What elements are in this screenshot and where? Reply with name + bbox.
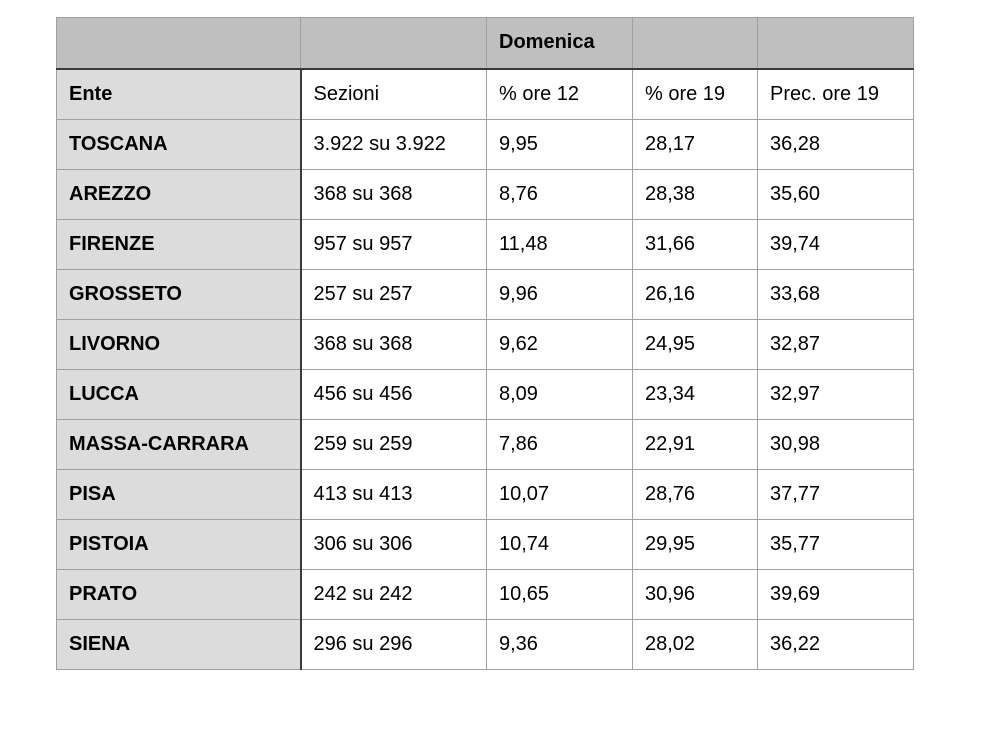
table-row: MASSA-CARRARA 259 su 259 7,86 22,91 30,98 [56, 419, 914, 470]
cell-sezioni: 368 su 368 [300, 169, 487, 220]
cell-ente: LUCCA [56, 369, 302, 420]
cell-ore19: 28,76 [632, 469, 758, 520]
cell-prec: 39,74 [757, 219, 914, 270]
cell-prec: 35,77 [757, 519, 914, 570]
table-row: SIENA 296 su 296 9,36 28,02 36,22 [56, 619, 914, 670]
cell-ente: TOSCANA [56, 119, 302, 170]
cell-ore19: 28,02 [632, 619, 758, 670]
cell-ore12: 7,86 [486, 419, 633, 470]
cell-prec: 39,69 [757, 569, 914, 620]
cell-sezioni: 368 su 368 [300, 319, 487, 370]
cell-sezioni: 306 su 306 [300, 519, 487, 570]
column-header-prec-ore19: Prec. ore 19 [757, 68, 914, 120]
cell-ente: PISTOIA [56, 519, 302, 570]
table-head: Domenica Ente Sezioni % ore 12 % ore 19 … [56, 17, 914, 120]
cell-prec: 37,77 [757, 469, 914, 520]
table-row: AREZZO 368 su 368 8,76 28,38 35,60 [56, 169, 914, 220]
table-row: PISTOIA 306 su 306 10,74 29,95 35,77 [56, 519, 914, 570]
cell-ore12: 8,09 [486, 369, 633, 420]
cell-ore19: 30,96 [632, 569, 758, 620]
cell-sezioni: 242 su 242 [300, 569, 487, 620]
cell-ente: PISA [56, 469, 302, 520]
cell-ore19: 31,66 [632, 219, 758, 270]
cell-ore19: 26,16 [632, 269, 758, 320]
cell-prec: 33,68 [757, 269, 914, 320]
column-header-ente: Ente [56, 68, 302, 120]
group-header-cell-empty-1 [56, 17, 301, 70]
cell-ente: AREZZO [56, 169, 302, 220]
cell-ore19: 23,34 [632, 369, 758, 420]
group-header-cell-empty-2 [300, 17, 487, 70]
group-header-row: Domenica [56, 17, 914, 70]
column-header-ore12: % ore 12 [486, 68, 633, 120]
cell-ore12: 8,76 [486, 169, 633, 220]
cell-prec: 35,60 [757, 169, 914, 220]
cell-prec: 32,97 [757, 369, 914, 420]
cell-prec: 30,98 [757, 419, 914, 470]
table-body: TOSCANA 3.922 su 3.922 9,95 28,17 36,28 AREZZ… [56, 119, 914, 670]
cell-ore19: 28,17 [632, 119, 758, 170]
cell-ente: SIENA [56, 619, 302, 670]
cell-ore12: 10,74 [486, 519, 633, 570]
table-row: TOSCANA 3.922 su 3.922 9,95 28,17 36,28 [56, 119, 914, 170]
cell-sezioni: 296 su 296 [300, 619, 487, 670]
cell-ore19: 28,38 [632, 169, 758, 220]
table-row: PRATO 242 su 242 10,65 30,96 39,69 [56, 569, 914, 620]
cell-sezioni: 257 su 257 [300, 269, 487, 320]
table-row: GROSSETO 257 su 257 9,96 26,16 33,68 [56, 269, 914, 320]
cell-ente: MASSA-CARRARA [56, 419, 302, 470]
cell-prec: 36,28 [757, 119, 914, 170]
table-row: PISA 413 su 413 10,07 28,76 37,77 [56, 469, 914, 520]
group-header-domenica-label: Domenica [486, 17, 633, 70]
cell-ore19: 24,95 [632, 319, 758, 370]
turnout-table: Domenica Ente Sezioni % ore 12 % ore 19 … [56, 17, 914, 670]
cell-sezioni: 456 su 456 [300, 369, 487, 420]
cell-ente: GROSSETO [56, 269, 302, 320]
cell-sezioni: 3.922 su 3.922 [300, 119, 487, 170]
group-header-cell-empty-3 [632, 17, 758, 70]
cell-ore12: 10,65 [486, 569, 633, 620]
column-header-ore19: % ore 19 [632, 68, 758, 120]
table-row: LIVORNO 368 su 368 9,62 24,95 32,87 [56, 319, 914, 370]
cell-prec: 36,22 [757, 619, 914, 670]
column-header-row: Ente Sezioni % ore 12 % ore 19 Prec. ore… [56, 68, 914, 120]
cell-ore12: 9,96 [486, 269, 633, 320]
group-header-cell-empty-4 [757, 17, 914, 70]
cell-ore12: 10,07 [486, 469, 633, 520]
table-row: FIRENZE 957 su 957 11,48 31,66 39,74 [56, 219, 914, 270]
cell-ore19: 22,91 [632, 419, 758, 470]
cell-ore12: 9,95 [486, 119, 633, 170]
cell-ente: FIRENZE [56, 219, 302, 270]
cell-ore19: 29,95 [632, 519, 758, 570]
cell-ore12: 11,48 [486, 219, 633, 270]
cell-ente: LIVORNO [56, 319, 302, 370]
cell-sezioni: 259 su 259 [300, 419, 487, 470]
column-header-sezioni: Sezioni [300, 68, 487, 120]
table-row: LUCCA 456 su 456 8,09 23,34 32,97 [56, 369, 914, 420]
cell-ente: PRATO [56, 569, 302, 620]
cell-sezioni: 413 su 413 [300, 469, 487, 520]
cell-ore12: 9,36 [486, 619, 633, 670]
cell-sezioni: 957 su 957 [300, 219, 487, 270]
cell-prec: 32,87 [757, 319, 914, 370]
cell-ore12: 9,62 [486, 319, 633, 370]
